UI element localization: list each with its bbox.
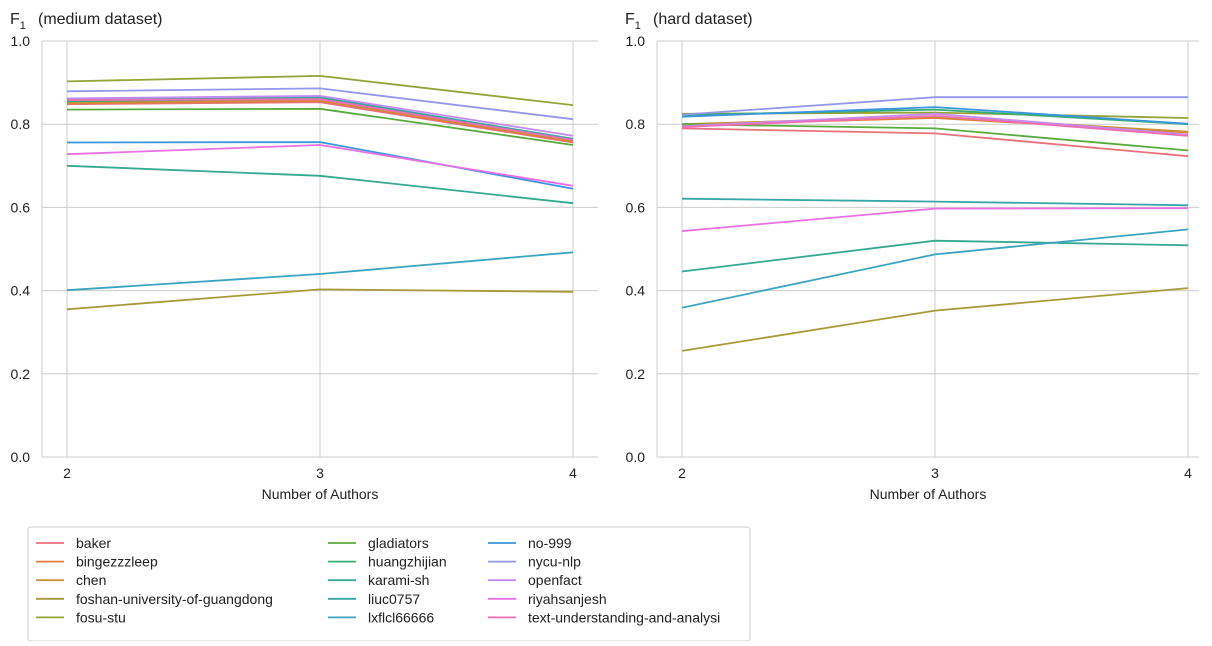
legend-label: no-999 [528,535,572,551]
y-tick-label: 0.8 [626,116,646,132]
y-axis-label: F1 [10,11,26,32]
series-line-no-999 [681,106,1189,125]
series-line-nycu-nlp [681,96,1188,116]
y-tick-label: 0.8 [11,116,31,132]
y-tick-label: 0.6 [11,199,31,215]
y-tick-label: 0.0 [626,449,646,465]
series-line-openfact [681,112,1189,136]
legend-item: lxflcl66666 [328,609,434,625]
x-tick-label: 4 [569,465,577,481]
y-axis-label-main: F [625,11,635,28]
series-line-foshan-university-of-guangdong [681,287,1189,352]
legend-item: foshan-university-of-guangdong [36,591,273,607]
legend-label: baker [76,535,111,551]
series-line-baker [66,101,574,144]
y-tick-label: 1.0 [11,33,31,49]
legend-label: openfact [528,572,582,588]
y-axis-label-subscript: 1 [20,20,26,32]
series-line-fosu-stu [66,75,574,106]
x-tick-label: 4 [1184,465,1192,481]
legend-item: baker [36,535,111,551]
legend-label: liuc0757 [368,591,420,607]
legend-label: lxflcl66666 [368,609,434,625]
legend-item: gladiators [328,535,429,551]
legend-item: liuc0757 [328,591,420,607]
series-line-karami-sh [66,164,574,205]
series-line-baker [681,127,1189,158]
legend-label: nycu-nlp [528,554,581,570]
legend-item: karami-sh [328,572,429,588]
y-axis-label-main: F [10,11,20,28]
series-line-text-understanding-and-analysi [681,115,1189,137]
x-axis-label: Number of Authors [262,486,379,502]
series-line-karami-sh [681,239,1189,273]
legend-item: chen [36,572,106,588]
legend-label: gladiators [368,535,429,551]
legend-item: nycu-nlp [488,554,581,570]
series-line-lxflcl66666 [66,251,574,292]
y-axis-label: F1 [625,11,641,32]
legend-label: bingezzzleep [76,554,158,570]
legend-item: fosu-stu [36,609,126,625]
series-line-gladiators [681,123,1189,152]
series-line-lxflcl66666 [681,228,1189,309]
series-line-no-999 [66,141,574,190]
y-tick-label: 0.2 [626,366,646,382]
series-line-openfact [66,95,574,137]
series-line-gladiators [66,107,574,146]
series-line-riyahsanjesh [681,207,1189,232]
chart-title: (medium dataset) [38,11,163,28]
y-axis-label-subscript: 1 [635,20,641,32]
legend-label: karami-sh [368,572,429,588]
x-tick-label: 2 [63,465,71,481]
x-tick-label: 2 [678,465,686,481]
legend-item: no-999 [488,535,572,551]
legend: baker bingezzzleep chen foshan-university-o… [27,526,751,642]
chart-panel-left: 0.0 0.2 0.4 0.6 0.8 1.0 2 3 4 Number of Authors F1… [10,11,598,502]
legend-item: huangzhijian [328,554,447,570]
y-tick-label: 0.4 [11,283,31,299]
series-line-liuc0757 [66,96,574,140]
chart-title: (hard dataset) [653,11,753,28]
series-line-text-understanding-and-analysi [66,98,574,141]
y-tick-label: 1.0 [626,33,646,49]
series-line-liuc0757 [681,197,1189,207]
chart-panel-right: 0.0 0.2 0.4 0.6 0.8 1.0 2 3 4 Number of Authors F1… [625,11,1199,502]
legend-label: huangzhijian [368,554,447,570]
x-tick-label: 3 [316,465,324,481]
y-tick-label: 0.2 [11,366,31,382]
legend-item: text-understanding-and-analysi [488,609,720,625]
y-tick-label: 0.4 [626,283,646,299]
y-tick-label: 0.0 [11,449,31,465]
series-line-foshan-university-of-guangdong [66,288,574,311]
legend-label: foshan-university-of-guangdong [76,591,273,607]
legend-item: openfact [488,572,582,588]
x-tick-label: 3 [931,465,939,481]
legend-item: bingezzzleep [36,554,158,570]
legend-label: riyahsanjesh [528,591,607,607]
series-line-riyahsanjesh [66,144,574,187]
series-line-nycu-nlp [66,87,574,121]
x-axis-label: Number of Authors [870,486,987,502]
legend-label: chen [76,572,106,588]
legend-label: fosu-stu [76,609,126,625]
y-tick-label: 0.6 [626,199,646,215]
legend-item: riyahsanjesh [488,591,607,607]
legend-label: text-understanding-and-analysi [528,609,720,625]
